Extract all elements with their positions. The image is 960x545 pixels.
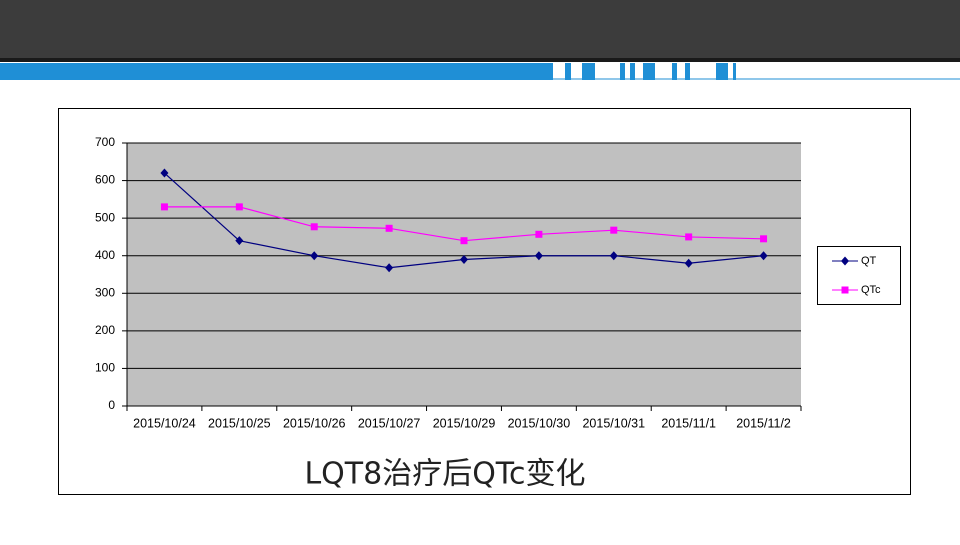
stripe-block — [0, 63, 553, 80]
x-tick-label: 2015/11/1 — [661, 416, 716, 430]
stripe-block — [685, 63, 690, 80]
stripe-block — [620, 63, 625, 80]
y-tick-label: 0 — [108, 398, 115, 412]
stripe — [0, 63, 736, 80]
data-point — [160, 203, 168, 211]
plot-area — [127, 143, 801, 406]
legend-marker — [841, 286, 849, 294]
y-tick-label: 300 — [95, 285, 115, 299]
legend-label: QT — [861, 255, 877, 267]
x-tick-label: 2015/10/26 — [283, 416, 346, 430]
x-tick-label: 2015/10/31 — [582, 416, 645, 430]
legend — [817, 246, 901, 305]
x-tick-label: 2015/10/27 — [358, 416, 421, 430]
data-point — [610, 226, 618, 234]
data-point — [460, 237, 468, 245]
y-tick-label: 200 — [95, 323, 115, 337]
chart-title: LQT8治疗后QTc变化 — [304, 457, 585, 492]
y-tick-label: 700 — [95, 135, 115, 149]
top-bar-edge — [0, 58, 960, 62]
stripe-block — [643, 63, 655, 80]
x-tick-label: 2015/10/29 — [433, 416, 496, 430]
y-tick-label: 500 — [95, 210, 115, 224]
x-tick-label: 2015/10/30 — [508, 416, 571, 430]
data-point — [684, 258, 693, 268]
data-point — [385, 224, 393, 232]
data-point — [385, 263, 394, 273]
data-point — [534, 251, 543, 261]
stripe-block — [582, 63, 595, 80]
stripe-block — [672, 63, 677, 80]
data-point — [160, 168, 169, 178]
data-point — [760, 235, 768, 243]
stripe-block — [733, 63, 736, 80]
data-point — [759, 251, 768, 261]
stripe-block — [716, 63, 728, 80]
data-point — [609, 251, 618, 261]
legend-marker — [841, 256, 849, 266]
y-tick-label: 400 — [95, 248, 115, 262]
x-tick-label: 2015/10/25 — [208, 416, 271, 430]
data-point — [685, 233, 693, 241]
stripe-block — [630, 63, 635, 80]
y-tick-label: 100 — [95, 361, 115, 375]
data-point — [235, 203, 243, 211]
x-tick-label: 2015/10/24 — [133, 416, 196, 430]
stripe-block — [565, 63, 571, 80]
data-point — [460, 254, 468, 264]
y-tick-label: 600 — [95, 173, 115, 187]
data-point — [310, 251, 319, 261]
data-point — [235, 236, 244, 246]
x-tick-label: 2015/11/2 — [736, 416, 791, 430]
top-bar — [0, 0, 960, 58]
legend-label: QTc — [861, 284, 881, 296]
data-point — [535, 230, 543, 238]
data-point — [310, 223, 318, 231]
